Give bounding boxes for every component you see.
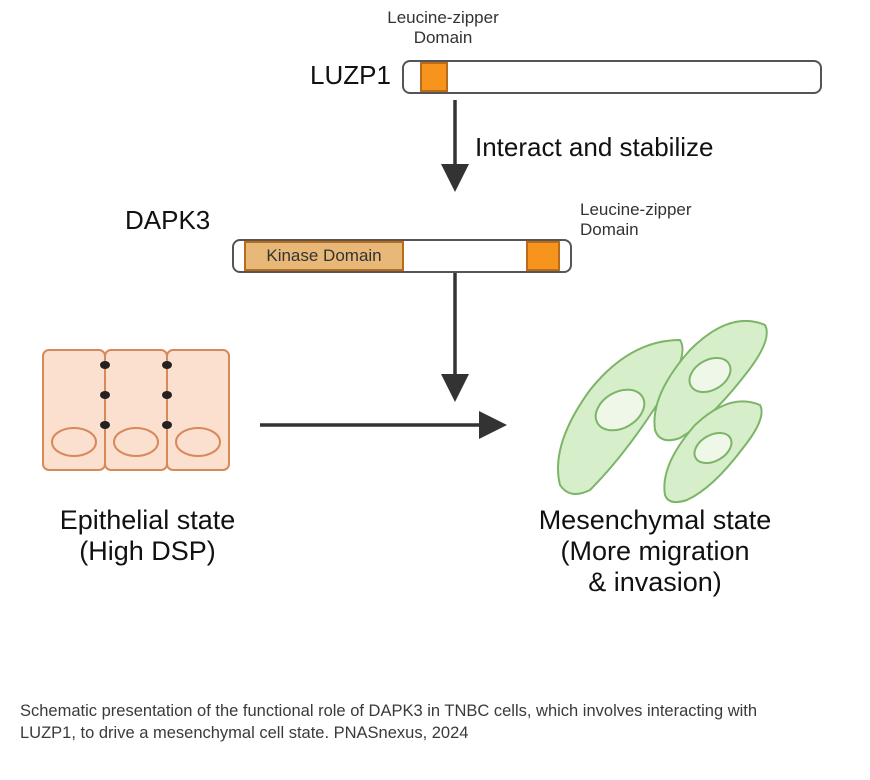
line2: (More migration	[505, 536, 805, 567]
text: Interact and stabilize	[475, 132, 713, 162]
dapk3-name-label: DAPK3	[125, 205, 210, 236]
kinase-domain-label: Kinase Domain	[266, 246, 381, 266]
dapk3-kinase-domain-box: Kinase Domain	[244, 241, 404, 271]
line1: Epithelial state	[30, 505, 265, 536]
text: DAPK3	[125, 205, 210, 235]
dapk3-lz-domain-box	[526, 241, 560, 271]
diagram-root: Leucine-zipperDomain LUZP1 Interact and …	[0, 0, 870, 780]
caption-line2: LUZP1, to drive a mesenchymal cell state…	[20, 722, 840, 744]
text: Leucine-zipperDomain	[580, 200, 692, 239]
epithelial-cells-svg	[35, 340, 250, 490]
line2: (High DSP)	[30, 536, 265, 567]
figure-caption: Schematic presentation of the functional…	[20, 700, 840, 745]
caption-line1: Schematic presentation of the functional…	[20, 700, 840, 722]
mesenchymal-cells-svg	[525, 320, 805, 505]
line3: & invasion)	[505, 567, 805, 598]
dapk3-lz-domain-label: Leucine-zipperDomain	[580, 200, 710, 239]
epithelial-state-label: Epithelial state (High DSP)	[30, 505, 265, 567]
line1: Mesenchymal state	[505, 505, 805, 536]
interact-stabilize-label: Interact and stabilize	[475, 132, 713, 163]
mesenchymal-state-label: Mesenchymal state (More migration & inva…	[505, 505, 805, 598]
dapk3-protein-bar: Kinase Domain	[232, 239, 572, 273]
